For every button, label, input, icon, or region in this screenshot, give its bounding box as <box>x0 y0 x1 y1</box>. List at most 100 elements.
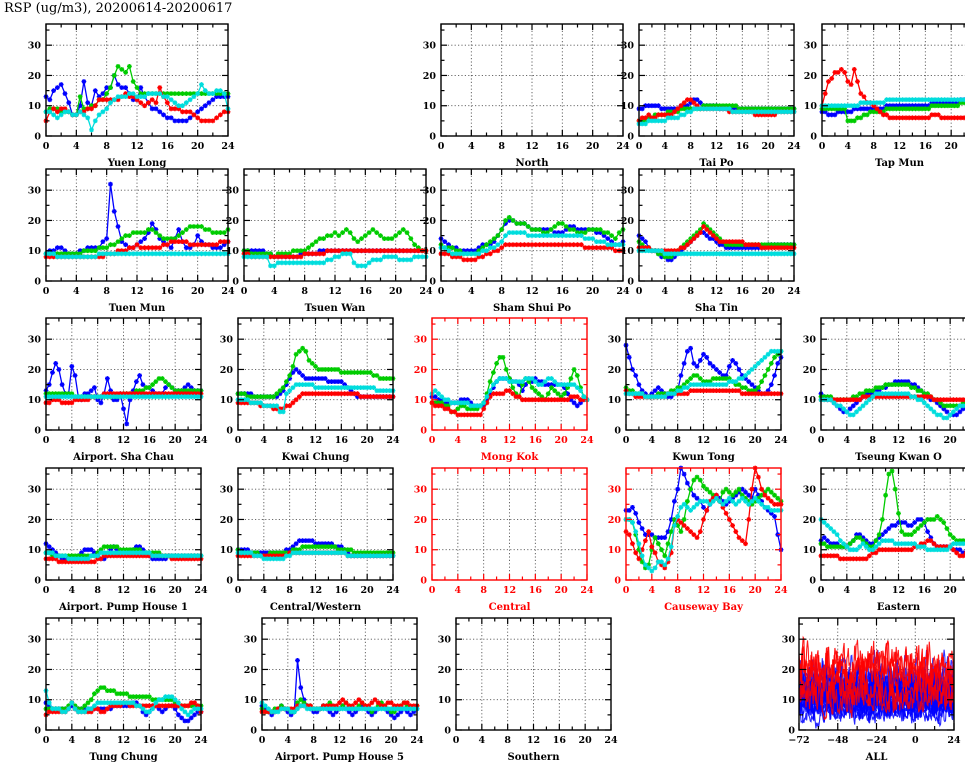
x-tick-label: 8 <box>310 735 317 746</box>
data-point-marker <box>116 64 121 69</box>
data-point-marker <box>442 239 447 244</box>
data-point-marker <box>57 367 62 372</box>
x-tick-label: 0 <box>235 435 242 446</box>
data-point-marker <box>727 517 732 522</box>
x-tick-label: 16 <box>143 585 157 596</box>
y-tick-label: 0 <box>810 132 817 143</box>
y-tick-label: 20 <box>804 71 818 82</box>
data-point-marker <box>750 487 755 492</box>
y-tick-label: 0 <box>429 277 436 288</box>
data-point-marker <box>733 361 738 366</box>
data-point-marker <box>207 100 212 105</box>
subplot-caption: Southern <box>508 752 561 763</box>
data-point-marker <box>264 254 269 259</box>
data-point-marker <box>637 520 642 525</box>
x-tick-label: 8 <box>94 735 101 746</box>
data-point-marker <box>195 91 200 96</box>
data-point-marker <box>367 230 372 235</box>
y-tick-label: 30 <box>804 41 818 52</box>
x-tick-label: 12 <box>527 735 540 746</box>
data-point-marker <box>165 242 170 247</box>
data-point-marker <box>69 700 74 705</box>
y-tick-label: 30 <box>414 335 428 346</box>
x-tick-label: 12 <box>117 435 130 446</box>
data-point-marker <box>562 391 567 396</box>
data-point-marker <box>772 373 777 378</box>
x-tick-label: 12 <box>328 286 341 297</box>
x-tick-label: 8 <box>94 435 101 446</box>
x-tick-label: 12 <box>309 435 322 446</box>
data-point-marker <box>92 385 97 390</box>
data-point-marker <box>137 373 142 378</box>
y-tick-label: 30 <box>608 485 622 496</box>
x-tick-label: 24 <box>947 735 961 746</box>
data-point-marker <box>675 514 680 519</box>
x-tick-label: 8 <box>870 141 877 152</box>
x-tick-label: 16 <box>553 735 567 746</box>
data-point-marker <box>47 700 52 705</box>
x-tick-label: 20 <box>762 286 776 297</box>
data-point-marker <box>442 245 447 250</box>
data-point-marker <box>484 248 489 253</box>
data-point-marker <box>176 227 181 232</box>
data-point-marker <box>737 367 742 372</box>
data-point-marker <box>682 361 687 366</box>
data-point-marker <box>478 413 483 418</box>
y-tick-label: 0 <box>226 576 233 587</box>
data-point-marker <box>93 119 98 124</box>
subplot-tseung-kwan-o: 048121620240102030Tseung Kwan O <box>799 312 965 464</box>
data-point-marker <box>105 376 110 381</box>
x-tick-label: 8 <box>286 585 293 596</box>
x-tick-label: 12 <box>892 585 905 596</box>
data-point-marker <box>609 233 614 238</box>
data-point-marker <box>123 94 128 99</box>
data-point-marker <box>578 388 583 393</box>
y-tick-label: 30 <box>803 335 817 346</box>
data-point-marker <box>491 370 496 375</box>
x-tick-label: 24 <box>580 585 594 596</box>
x-tick-label: 16 <box>723 435 737 446</box>
data-point-marker <box>53 361 58 366</box>
x-tick-label: 0 <box>241 286 248 297</box>
data-point-marker <box>180 230 185 235</box>
x-tick-label: 4 <box>845 141 852 152</box>
y-tick-label: 10 <box>804 101 818 112</box>
data-point-marker <box>733 529 738 534</box>
data-point-marker <box>862 94 867 99</box>
y-tick-label: 20 <box>414 515 428 526</box>
data-point-marker <box>116 82 121 87</box>
subplot-caption: Tung Chung <box>89 752 157 763</box>
data-point-marker <box>602 239 607 244</box>
y-tick-label: 20 <box>28 365 42 376</box>
x-tick-label: 16 <box>556 286 570 297</box>
x-tick-label: 0 <box>912 735 919 746</box>
y-tick-label: 0 <box>627 132 634 143</box>
data-point-marker <box>210 119 215 124</box>
x-tick-label: 24 <box>410 735 424 746</box>
y-tick-label: 30 <box>28 335 42 346</box>
x-tick-label: 0 <box>43 286 50 297</box>
data-point-marker <box>481 400 486 405</box>
data-point-marker <box>116 224 121 229</box>
data-point-marker <box>124 422 129 427</box>
data-point-marker <box>883 493 888 498</box>
data-point-marker <box>473 257 478 262</box>
y-tick-label: 0 <box>420 576 427 587</box>
data-point-marker <box>214 115 219 120</box>
x-tick-label: 12 <box>710 141 723 152</box>
y-tick-label: 10 <box>414 545 428 556</box>
x-tick-label: 12 <box>710 286 723 297</box>
data-point-marker <box>672 523 677 528</box>
x-tick-label: 12 <box>503 585 516 596</box>
y-tick-label: 10 <box>438 695 452 706</box>
data-point-marker <box>314 239 319 244</box>
subplot-caption: Causeway Bay <box>664 602 744 613</box>
data-point-marker <box>89 128 94 133</box>
y-tick-label: 30 <box>220 335 234 346</box>
data-point-marker <box>93 254 98 259</box>
x-tick-label: 20 <box>586 141 600 152</box>
x-tick-label: 4 <box>455 585 462 596</box>
